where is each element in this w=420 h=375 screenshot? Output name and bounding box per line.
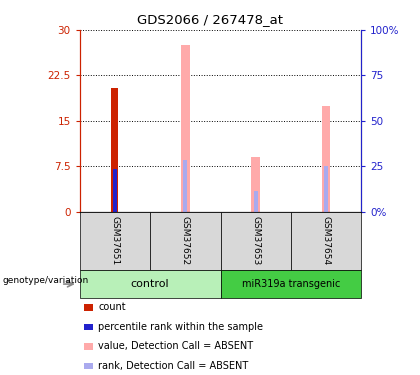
Text: GDS2066 / 267478_at: GDS2066 / 267478_at xyxy=(137,13,283,26)
Text: GSM37653: GSM37653 xyxy=(251,216,260,266)
Text: GSM37651: GSM37651 xyxy=(110,216,119,266)
Bar xyxy=(183,160,187,212)
Bar xyxy=(181,45,189,212)
Text: GSM37654: GSM37654 xyxy=(322,216,331,266)
Text: rank, Detection Call = ABSENT: rank, Detection Call = ABSENT xyxy=(98,361,249,371)
Text: control: control xyxy=(131,279,169,289)
Bar xyxy=(254,190,258,212)
Text: miR319a transgenic: miR319a transgenic xyxy=(241,279,340,289)
Bar xyxy=(322,106,330,212)
Bar xyxy=(252,158,260,212)
Text: GSM37652: GSM37652 xyxy=(181,216,190,266)
Bar xyxy=(111,88,118,212)
Text: count: count xyxy=(98,303,126,312)
Text: value, Detection Call = ABSENT: value, Detection Call = ABSENT xyxy=(98,342,253,351)
Bar xyxy=(324,166,328,212)
Text: genotype/variation: genotype/variation xyxy=(2,276,88,285)
Text: percentile rank within the sample: percentile rank within the sample xyxy=(98,322,263,332)
Bar xyxy=(113,170,117,212)
